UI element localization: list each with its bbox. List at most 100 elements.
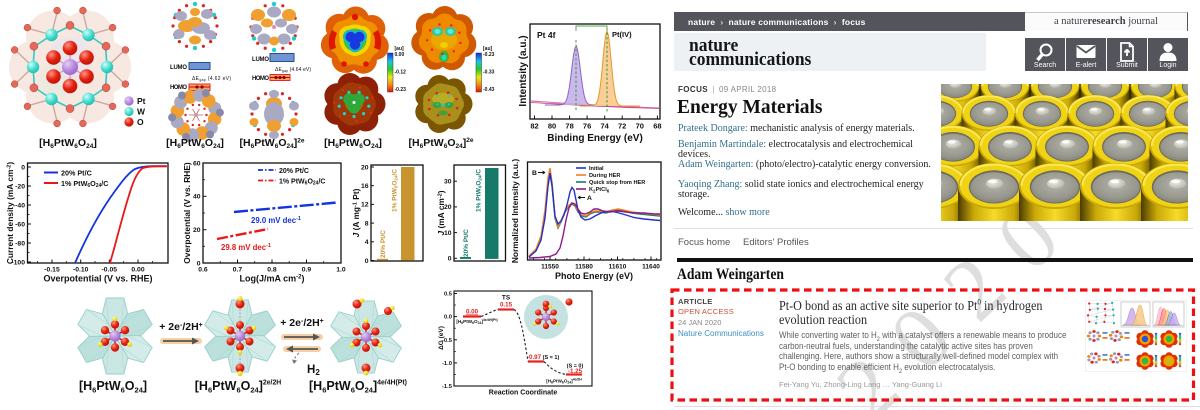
svg-text:0: 0 — [21, 164, 25, 171]
svg-text:[H6PtW6O24]: [H6PtW6O24] — [39, 137, 97, 150]
svg-text:74: 74 — [601, 122, 610, 131]
svg-text:[au]: [au] — [395, 46, 405, 52]
svg-text:76: 76 — [583, 122, 591, 131]
svg-text:Pt(IV): Pt(IV) — [612, 30, 632, 39]
svg-text:+ 2e-/2H+: + 2e-/2H+ — [159, 321, 203, 333]
svg-text:0.9: 0.9 — [302, 267, 312, 274]
svg-text:11640: 11640 — [642, 264, 660, 271]
svg-text:[H6PtW6O24]: [H6PtW6O24] — [324, 137, 382, 150]
svg-text:HOMO: HOMO — [170, 85, 187, 91]
svg-text:-0.12: -0.12 — [395, 70, 407, 76]
svg-text:[au]: [au] — [483, 46, 493, 52]
svg-text:H2: H2 — [307, 364, 320, 377]
svg-text:J (mA cm-2): J (mA cm-2) — [436, 190, 446, 235]
svg-text:Photo Energy (eV): Photo Energy (eV) — [555, 271, 633, 281]
svg-text:Overpotential (V vs. RHE): Overpotential (V vs. RHE) — [182, 162, 192, 264]
svg-text:ΔG (eV): ΔG (eV) — [438, 326, 445, 350]
svg-text:29.8 mV dec-1: 29.8 mV dec-1 — [221, 243, 271, 252]
svg-text:-1.5: -1.5 — [442, 384, 453, 390]
svg-text:60: 60 — [193, 160, 201, 167]
svg-text:30: 30 — [444, 179, 452, 186]
svg-text:K2PtCl6: K2PtCl6 — [589, 187, 610, 193]
svg-text:0.00: 0.00 — [131, 267, 144, 274]
svg-text:16: 16 — [361, 183, 369, 190]
svg-text:TS: TS — [502, 295, 511, 302]
svg-text:20% Pt/C: 20% Pt/C — [380, 230, 387, 258]
svg-text:Normalized Intensity (a.u.): Normalized Intensity (a.u.) — [510, 159, 520, 263]
svg-text:ΔEgap (4.64 eV): ΔEgap (4.64 eV) — [275, 67, 311, 73]
svg-text:LUMO: LUMO — [170, 65, 187, 71]
svg-text:11610: 11610 — [609, 264, 627, 271]
svg-text:20: 20 — [361, 164, 369, 171]
svg-text:[H6PtW6O24]: [H6PtW6O24] — [79, 379, 147, 395]
svg-text:-1.0: -1.0 — [442, 361, 452, 367]
svg-text:-60: -60 — [15, 221, 25, 228]
svg-text:11550: 11550 — [541, 264, 559, 271]
svg-text:0.5: 0.5 — [444, 292, 453, 298]
svg-text:-0.43: -0.43 — [483, 87, 495, 93]
svg-text:0: 0 — [448, 256, 452, 263]
svg-text:-40: -40 — [15, 202, 25, 209]
svg-text:68: 68 — [653, 122, 661, 131]
svg-text:Initial: Initial — [589, 166, 604, 172]
svg-text:20% Pt/C: 20% Pt/C — [61, 168, 92, 177]
svg-text:Log(J/mA cm-2): Log(J/mA cm-2) — [239, 274, 304, 284]
svg-text:-0.23: -0.23 — [395, 87, 407, 93]
svg-text:0.8: 0.8 — [267, 267, 277, 274]
svg-text:[H6PtW6O24]2e: [H6PtW6O24]2e — [409, 137, 474, 150]
svg-text:Current density (mA cm-2): Current density (mA cm-2) — [5, 162, 15, 265]
svg-text:ΔEgap (4.62 eV): ΔEgap (4.62 eV) — [192, 76, 231, 82]
svg-text:70: 70 — [636, 122, 644, 131]
svg-text:-0.5: -0.5 — [442, 338, 453, 344]
svg-text:1% PtW6O24/C: 1% PtW6O24/C — [279, 178, 325, 186]
svg-text:20% Pt/C: 20% Pt/C — [463, 229, 470, 257]
svg-text:[H6PtW6O24]2e: [H6PtW6O24]2e — [240, 137, 305, 150]
svg-text:[H6PtW6O24]2e/2H: [H6PtW6O24]2e/2H — [195, 379, 282, 395]
svg-text:HOMO: HOMO — [252, 76, 269, 82]
svg-text:[H6PtW6O24]4e/4H(Pt): [H6PtW6O24]4e/4H(Pt) — [456, 318, 497, 325]
svg-text:0.6: 0.6 — [198, 267, 208, 274]
svg-text:29.0 mV dec-1: 29.0 mV dec-1 — [251, 216, 301, 225]
svg-text:[H6PtW6O24]4e/4H(Pt): [H6PtW6O24]4e/4H(Pt) — [309, 379, 407, 395]
svg-text:-0.33: -0.33 — [483, 70, 495, 76]
svg-text:Pt 4f: Pt 4f — [537, 30, 556, 40]
svg-text:0.15: 0.15 — [500, 302, 513, 309]
svg-text:1% PtW6O24/C: 1% PtW6O24/C — [476, 169, 483, 212]
svg-text:8: 8 — [365, 220, 369, 227]
svg-text:-20: -20 — [15, 183, 25, 190]
svg-text:1% PtW6O24/C: 1% PtW6O24/C — [61, 179, 108, 189]
svg-text:Quick stop from HER: Quick stop from HER — [589, 180, 645, 186]
svg-text:72: 72 — [618, 122, 626, 131]
svg-text:O: O — [137, 117, 144, 127]
svg-text:1% PtW6O24/C: 1% PtW6O24/C — [392, 169, 399, 212]
svg-text:20: 20 — [444, 204, 452, 211]
svg-text:0.0: 0.0 — [444, 315, 452, 321]
svg-text:[H6PtW6O24]4e/2H: [H6PtW6O24]4e/2H — [546, 378, 582, 385]
svg-text:1.0: 1.0 — [336, 267, 346, 274]
svg-text:12: 12 — [361, 202, 369, 209]
svg-text:0: 0 — [365, 258, 369, 265]
svg-text:80: 80 — [548, 122, 556, 131]
svg-text:(S = 1): (S = 1) — [543, 355, 560, 361]
svg-text:0.00: 0.00 — [395, 52, 405, 58]
svg-text:0.7: 0.7 — [233, 267, 243, 274]
svg-text:-0.10: -0.10 — [73, 267, 89, 274]
svg-text:+ 2e-/2H+: + 2e-/2H+ — [280, 317, 324, 329]
svg-text:Reaction Coordinate: Reaction Coordinate — [489, 390, 558, 397]
svg-text:W: W — [137, 107, 146, 117]
svg-text:-0.23: -0.23 — [483, 52, 495, 58]
svg-text:(S = 0): (S = 0) — [567, 364, 584, 370]
svg-text:10: 10 — [444, 230, 452, 237]
svg-text:82: 82 — [530, 122, 538, 131]
svg-text:Overpotential (V vs. RHE): Overpotential (V vs. RHE) — [43, 274, 152, 284]
svg-text:-80: -80 — [15, 240, 25, 247]
svg-text:J (A mg-1 Pt): J (A mg-1 Pt) — [351, 188, 361, 237]
svg-text:B: B — [532, 170, 537, 177]
svg-text:78: 78 — [565, 122, 573, 131]
svg-text:0.00: 0.00 — [466, 309, 479, 316]
svg-text:0: 0 — [197, 260, 201, 267]
svg-text:[H6PtW6O24]: [H6PtW6O24] — [166, 137, 224, 150]
svg-text:LUMO: LUMO — [252, 57, 269, 63]
svg-text:-100: -100 — [11, 259, 25, 266]
svg-text:20% Pt/C: 20% Pt/C — [279, 168, 309, 175]
